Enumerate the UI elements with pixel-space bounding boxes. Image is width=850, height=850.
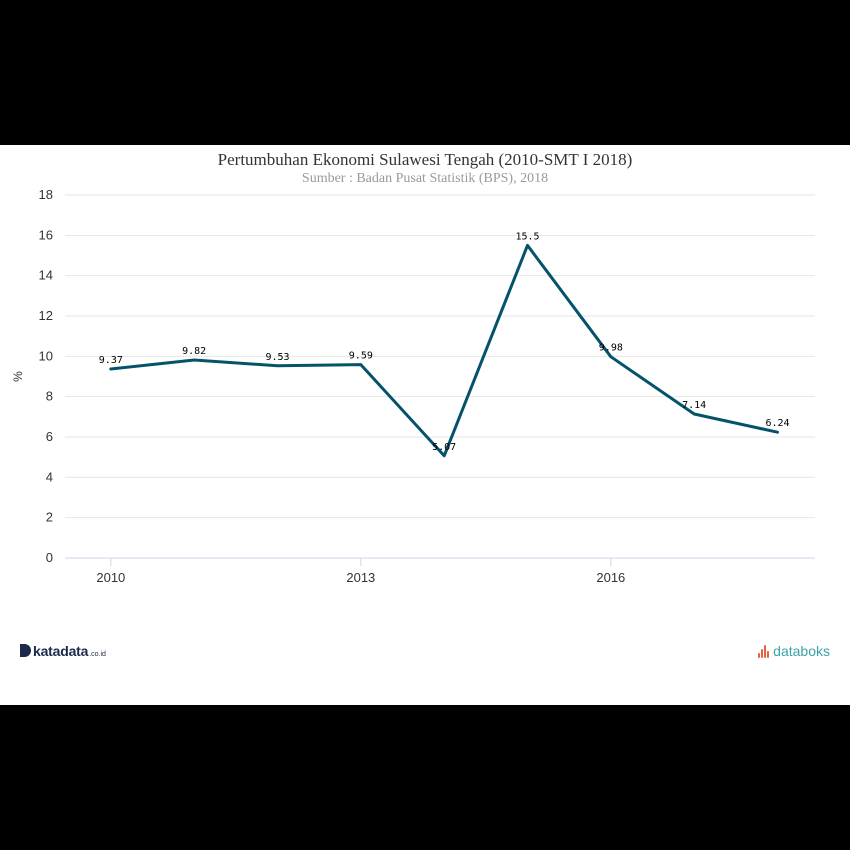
y-tick-label: 10 bbox=[39, 348, 53, 363]
y-axis-label: % bbox=[11, 371, 25, 382]
data-label: 6.24 bbox=[765, 418, 789, 429]
katadata-logo-text: katadata bbox=[33, 643, 89, 659]
katadata-logo-mark-icon bbox=[20, 644, 31, 657]
katadata-logo: katadata .co.id bbox=[20, 643, 106, 659]
databoks-logo: databoks bbox=[758, 643, 830, 659]
y-tick-label: 18 bbox=[39, 187, 53, 202]
series-line bbox=[109, 243, 779, 458]
x-tick-label: 2013 bbox=[346, 570, 375, 585]
data-label: 9.98 bbox=[599, 343, 623, 354]
y-tick-label: 14 bbox=[39, 268, 53, 283]
x-tick-label: 2016 bbox=[596, 570, 625, 585]
line-chart: 0 2 4 6 8 10 12 14 16 18 2010 2013 2016 % 9.37 9.82 9… bbox=[11, 187, 815, 585]
data-label: 15.5 bbox=[515, 231, 539, 242]
y-tick-label: 0 bbox=[46, 550, 53, 565]
katadata-logo-suffix: .co.id bbox=[89, 651, 106, 658]
data-label: 5.07 bbox=[432, 442, 456, 453]
chart-title: Pertumbuhan Ekonomi Sulawesi Tengah (201… bbox=[217, 150, 633, 169]
chart-subtitle: Sumber : Badan Pusat Statistik (BPS), 20… bbox=[301, 171, 549, 186]
y-tick-label: 16 bbox=[39, 227, 53, 242]
x-tick-label: 2010 bbox=[96, 570, 125, 585]
y-tick-label: 4 bbox=[46, 469, 53, 484]
data-label: 9.37 bbox=[99, 355, 123, 366]
y-tick-label: 12 bbox=[39, 308, 53, 323]
databoks-logo-text: databoks bbox=[773, 643, 830, 659]
y-tick-label: 6 bbox=[46, 429, 53, 444]
data-label: 9.59 bbox=[349, 351, 373, 362]
y-tick-label: 8 bbox=[46, 389, 53, 404]
databoks-bars-icon bbox=[758, 644, 770, 658]
chart-panel: Pertumbuhan Ekonomi Sulawesi Tengah (201… bbox=[0, 145, 850, 705]
data-label: 7.14 bbox=[682, 400, 706, 411]
data-label: 9.53 bbox=[265, 352, 289, 363]
y-tick-label: 2 bbox=[46, 510, 53, 525]
data-label: 9.82 bbox=[182, 346, 206, 357]
